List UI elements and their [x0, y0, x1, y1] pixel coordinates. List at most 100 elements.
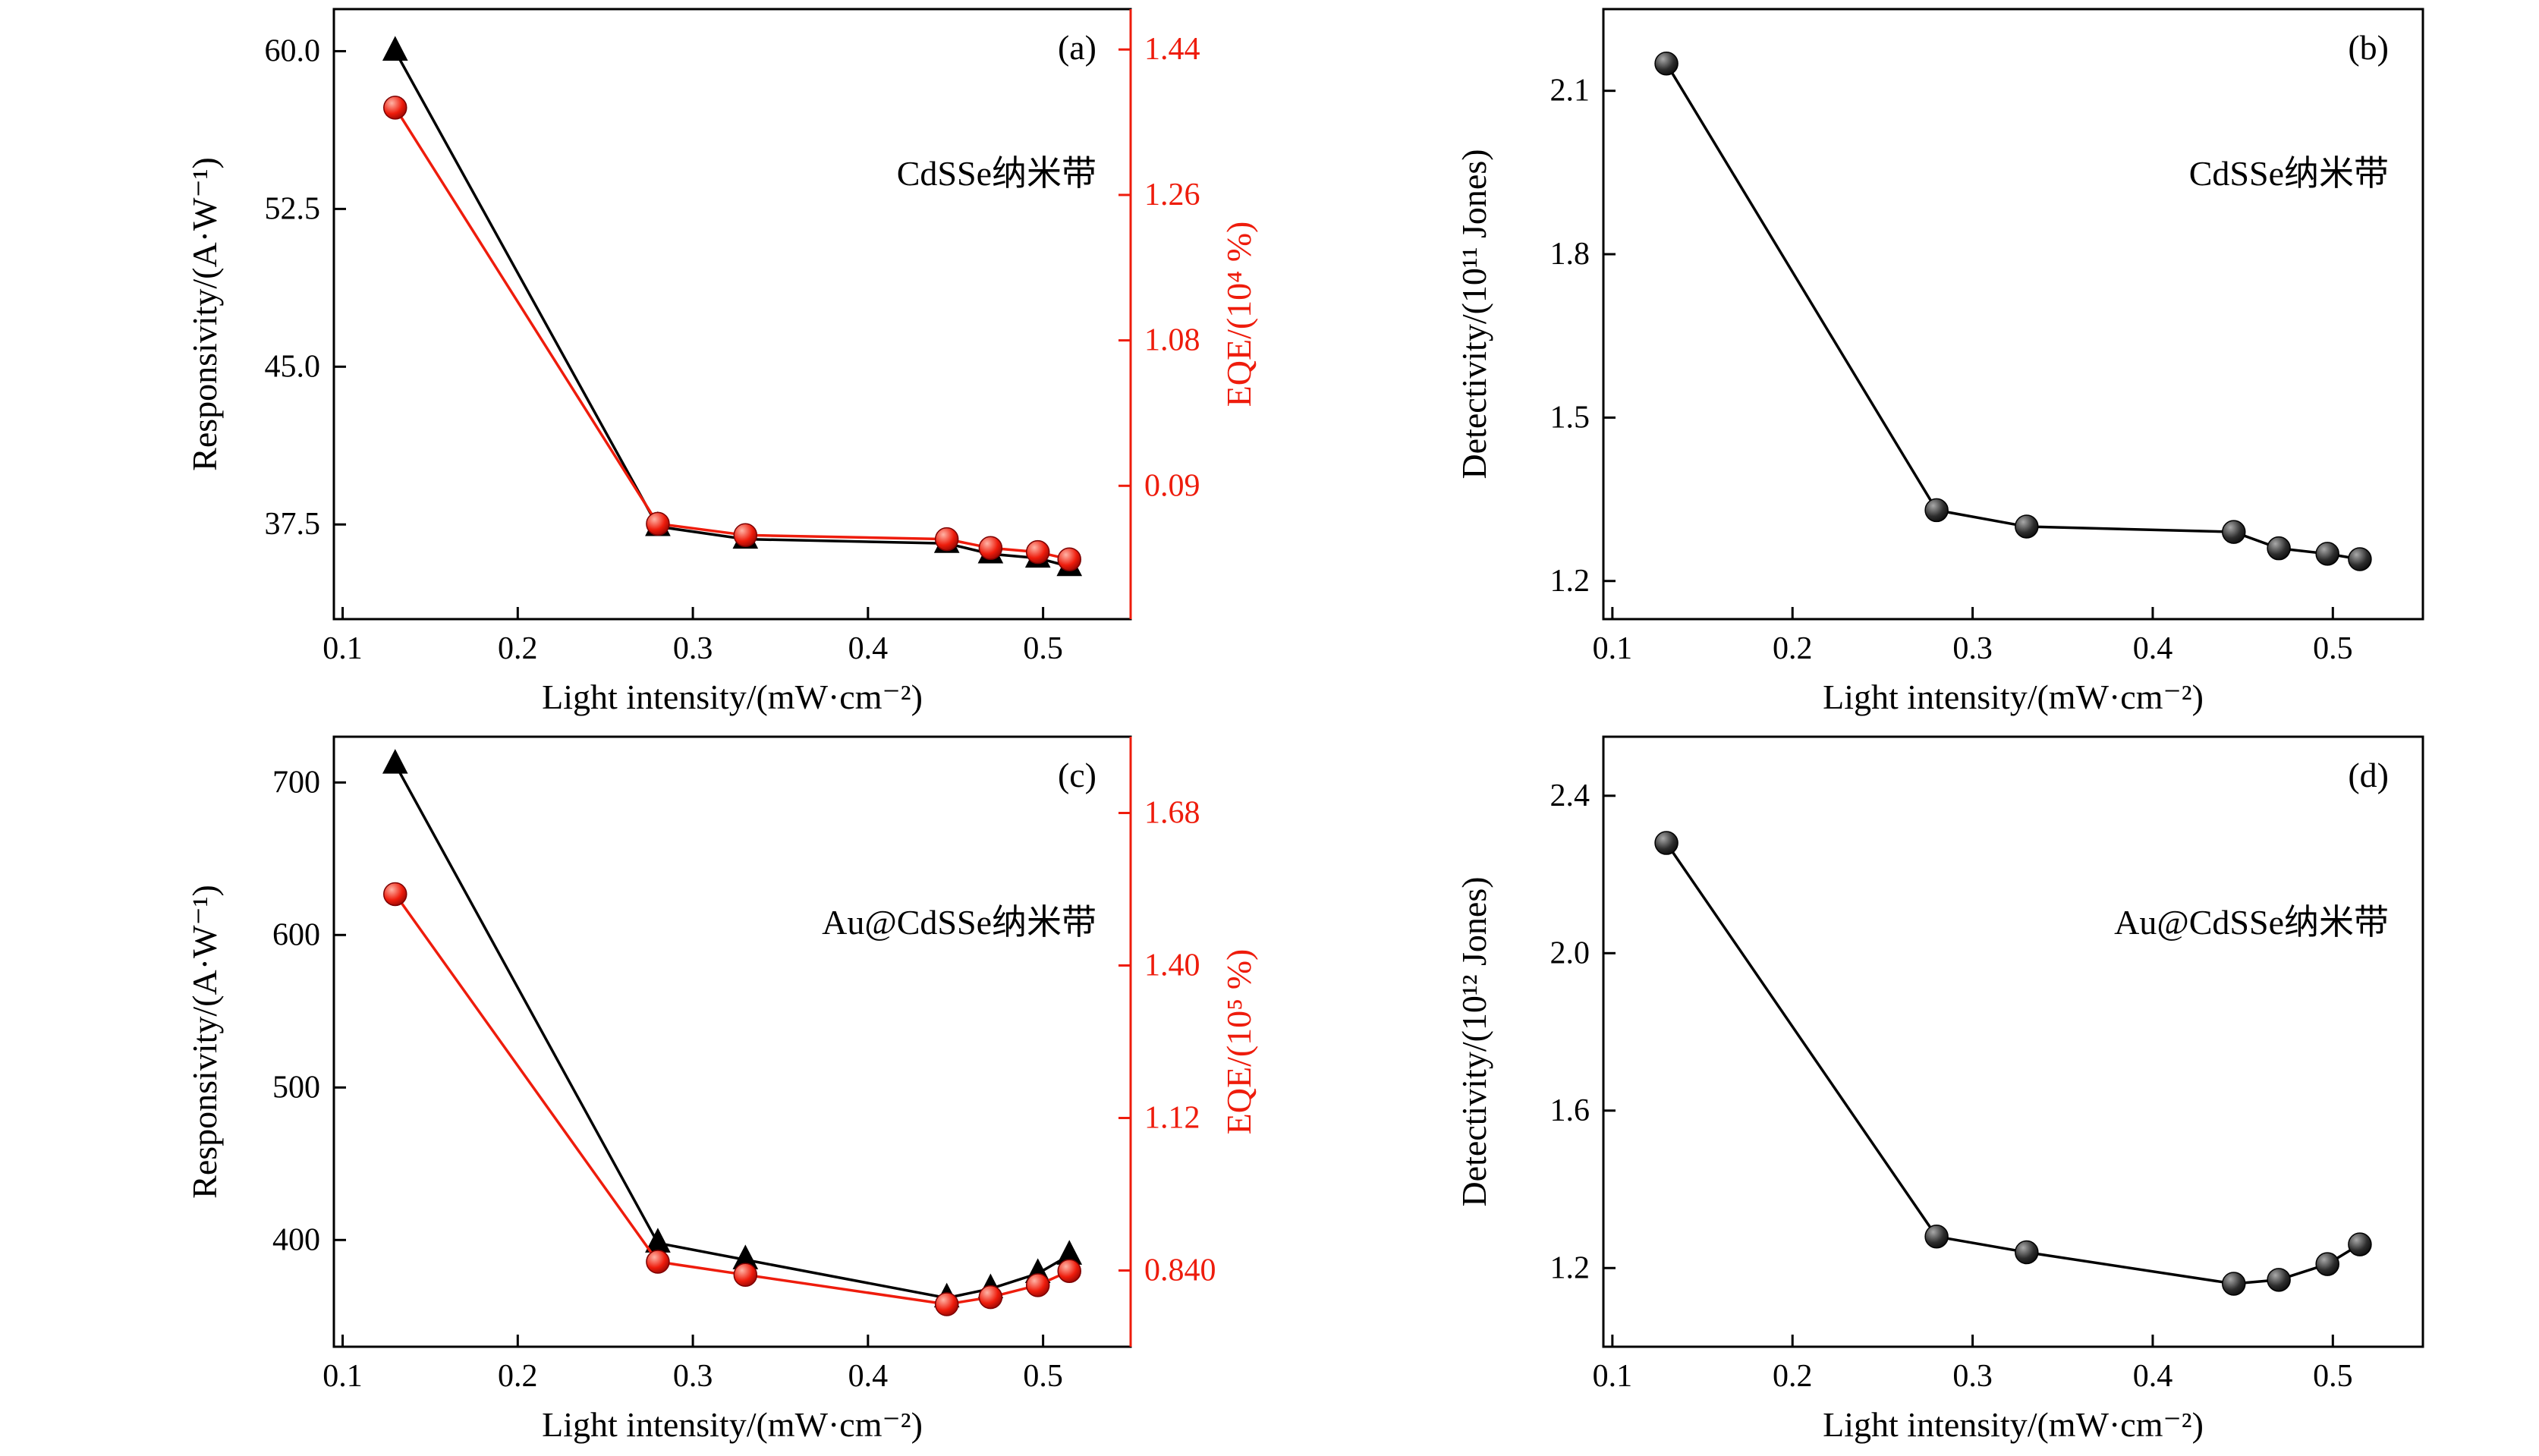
plot-frame — [332, 735, 1132, 1348]
x-axis-title: Light intensity/(mW·cm⁻²) — [542, 678, 923, 716]
marker-sphere — [1654, 52, 1679, 76]
x-tick-label: 0.1 — [322, 1359, 363, 1394]
marker-sphere — [733, 523, 758, 548]
right-tick-label: 0.09 — [1144, 468, 1200, 503]
x-tick-label: 0.2 — [1773, 1359, 1813, 1394]
left-tick-label: 60.0 — [265, 33, 321, 68]
left-tick-label: 400 — [272, 1222, 320, 1257]
left-tick-label: 1.2 — [1550, 1250, 1590, 1285]
series-line-responsivity — [394, 763, 1071, 1300]
plot-frame — [1602, 735, 2424, 1348]
left-tick-label: 1.8 — [1550, 237, 1590, 272]
marker-sphere — [2015, 1240, 2039, 1265]
marker-triangle — [382, 36, 408, 61]
left-tick-label: 2.4 — [1550, 778, 1590, 813]
left-axis-title: Detectivity/(10¹² Jones) — [1455, 876, 1493, 1206]
right-tick-label: 1.08 — [1144, 323, 1200, 358]
left-tick-label: 52.5 — [265, 191, 321, 226]
panel-annotation: CdSSe纳米带 — [897, 154, 1096, 193]
x-tick-label: 0.3 — [673, 1359, 713, 1394]
marker-sphere — [2348, 547, 2372, 571]
panel-c: 0.1 0.2 0.3 0.4 0.5 400 500 600 700 Responsivity/… — [0, 728, 1270, 1456]
right-tick-label: 1.26 — [1144, 178, 1200, 212]
x-tick-label: 0.5 — [2313, 631, 2353, 666]
marker-sphere — [934, 527, 959, 552]
series-line-eqe — [394, 893, 1070, 1306]
marker-sphere — [2222, 520, 2246, 544]
x-tick-label: 0.1 — [1593, 631, 1633, 666]
marker-triangle — [382, 749, 408, 774]
marker-sphere — [2015, 514, 2039, 539]
marker-sphere — [646, 511, 670, 536]
marker-sphere — [1057, 547, 1081, 571]
right-axis-title: EQE/(10⁵ %) — [1219, 949, 1258, 1135]
panel-tag: (c) — [1058, 756, 1096, 794]
marker-sphere — [2222, 1272, 2246, 1296]
marker-sphere — [978, 1285, 1003, 1310]
x-tick-label: 0.2 — [1773, 631, 1813, 666]
marker-sphere — [1057, 1259, 1081, 1283]
plot-frame — [1602, 8, 2424, 621]
left-tick-label: 1.6 — [1550, 1093, 1590, 1128]
marker-sphere — [1924, 498, 1949, 523]
x-tick-label: 0.4 — [848, 631, 889, 666]
right-tick-label: 1.12 — [1144, 1101, 1200, 1136]
x-tick-label: 0.1 — [322, 631, 363, 666]
x-tick-label: 0.5 — [1023, 1359, 1063, 1394]
left-tick-label: 2.0 — [1550, 936, 1590, 970]
x-tick-label: 0.4 — [2133, 1359, 2173, 1394]
right-tick-label: 1.44 — [1144, 32, 1200, 67]
panel-annotation: Au@CdSSe纳米带 — [2114, 903, 2389, 942]
marker-sphere — [934, 1292, 959, 1316]
x-axis-title: Light intensity/(mW·cm⁻²) — [1823, 678, 2204, 716]
marker-sphere — [2348, 1232, 2372, 1256]
x-tick-label: 0.3 — [1952, 1359, 1993, 1394]
x-tick-label: 0.5 — [2313, 1359, 2353, 1394]
marker-sphere — [646, 1250, 670, 1274]
panel-tag: (d) — [2348, 756, 2389, 794]
x-tick-label: 0.2 — [498, 631, 538, 666]
marker-sphere — [2315, 1252, 2339, 1276]
left-tick-label: 1.5 — [1550, 400, 1590, 435]
series-line-responsivity — [394, 50, 1070, 568]
series-line-detectivity — [1665, 62, 2361, 561]
right-axis-title: EQE/(10⁴ %) — [1219, 222, 1258, 407]
panel-d-chart: 0.1 0.2 0.3 0.4 0.5 1.2 1.6 2.0 2.4 Detectivity/(… — [1455, 735, 2424, 1444]
left-tick-label: 500 — [272, 1070, 320, 1105]
panel-b-chart: 0.1 0.2 0.3 0.4 0.5 1.2 1.5 1.8 2.1 Detectivity/(… — [1455, 8, 2424, 716]
marker-sphere — [383, 882, 407, 907]
marker-sphere — [1025, 1273, 1050, 1297]
right-tick-label: 0.840 — [1144, 1253, 1216, 1288]
panel-c-chart: 0.1 0.2 0.3 0.4 0.5 400 500 600 700 Responsivity/… — [185, 735, 1258, 1444]
x-tick-label: 0.3 — [1952, 631, 1993, 666]
left-tick-label: 2.1 — [1550, 74, 1590, 108]
panel-tag: (b) — [2348, 28, 2389, 67]
marker-sphere — [1025, 539, 1050, 564]
marker-sphere — [2315, 542, 2339, 566]
left-tick-label: 37.5 — [265, 507, 321, 542]
left-tick-label: 700 — [272, 765, 320, 800]
left-axis-title: Detectivity/(10¹¹ Jones) — [1455, 149, 1493, 479]
marker-sphere — [2267, 1268, 2291, 1292]
x-axis-title: Light intensity/(mW·cm⁻²) — [542, 1405, 923, 1444]
plot-frame — [332, 8, 1132, 621]
panel-tag: (a) — [1058, 28, 1096, 67]
marker-sphere — [1924, 1225, 1949, 1249]
panel-b: 0.1 0.2 0.3 0.4 0.5 1.2 1.5 1.8 2.1 Detectivity/(… — [1270, 0, 2539, 728]
left-tick-label: 45.0 — [265, 349, 321, 384]
left-tick-label: 600 — [272, 917, 320, 952]
x-tick-label: 0.4 — [848, 1359, 889, 1394]
x-tick-label: 0.5 — [1023, 631, 1063, 666]
marker-sphere — [2267, 536, 2291, 561]
x-tick-label: 0.1 — [1593, 1359, 1633, 1394]
panel-annotation: CdSSe纳米带 — [2189, 154, 2389, 193]
x-tick-label: 0.4 — [2133, 631, 2173, 666]
panel-a: 0.1 0.2 0.3 0.4 0.5 37.5 45.0 52.5 60.0 Responsiv… — [0, 0, 1270, 728]
right-tick-label: 1.68 — [1144, 796, 1200, 831]
left-axis-title: Responsivity/(A·W⁻¹) — [185, 885, 224, 1199]
x-axis-title: Light intensity/(mW·cm⁻²) — [1823, 1405, 2204, 1444]
right-tick-label: 1.40 — [1144, 948, 1200, 983]
marker-sphere — [1654, 831, 1679, 855]
marker-sphere — [383, 96, 407, 120]
